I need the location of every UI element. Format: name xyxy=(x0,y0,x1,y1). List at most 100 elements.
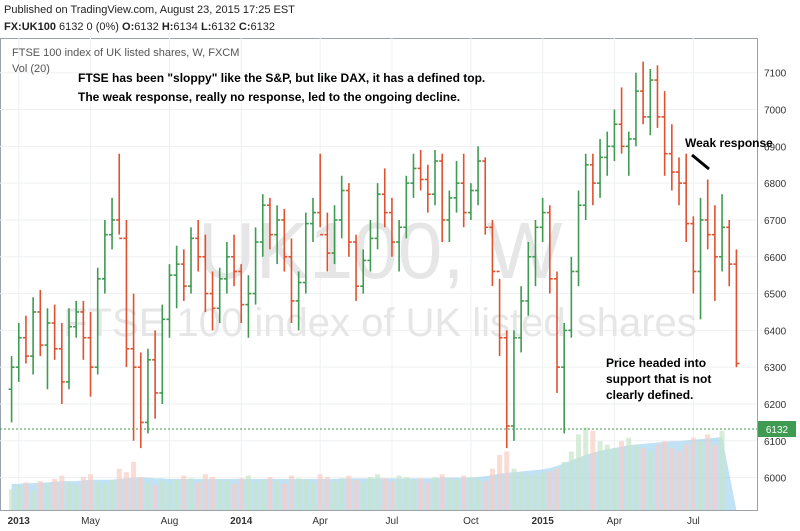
volume-bar xyxy=(461,475,467,510)
ohlc-bars xyxy=(8,61,740,449)
ohlc-bar xyxy=(525,242,532,316)
volume-bar xyxy=(324,476,330,510)
price-tick-label: 7100 xyxy=(764,69,787,80)
ohlc-bar xyxy=(733,249,740,368)
volume-bar xyxy=(719,430,725,510)
ohlc-bar xyxy=(539,197,546,243)
volume-bar xyxy=(504,451,510,510)
ohlc-bar xyxy=(711,205,718,301)
ohlc-bar xyxy=(51,304,58,360)
ohlc-bar xyxy=(302,212,309,294)
volume-bar xyxy=(547,471,553,510)
ohlc-bar xyxy=(597,138,604,198)
price-tick-label: 6500 xyxy=(764,290,787,301)
time-tick-label: Jul xyxy=(687,516,700,527)
ohlc-bar xyxy=(281,208,288,272)
price-tick-label: 7000 xyxy=(764,106,787,117)
ohlc-bar xyxy=(317,153,324,236)
main-annotation: FTSE has been "sloppy" like the S&P, but… xyxy=(78,71,485,104)
volume-bar xyxy=(188,478,194,510)
volume-bar xyxy=(540,472,546,510)
legend-vol: Vol (20) xyxy=(12,63,50,75)
ohlc-bar xyxy=(475,146,482,206)
volume-bar xyxy=(88,474,94,510)
ohlc-readout: FX:UK100 6132 0 (0%) O:6132 H:6134 L:613… xyxy=(4,21,275,33)
ohlc-bar xyxy=(432,150,438,206)
price-annotation-line-3: clearly defined. xyxy=(606,388,693,402)
volume-bar xyxy=(389,481,395,510)
watermark-name: FTSE 100 index of UK listed shares xyxy=(63,301,697,345)
ohlc-bar xyxy=(589,153,596,206)
volume-bar xyxy=(231,483,237,510)
volume-bar xyxy=(288,475,294,510)
ohlc-bar xyxy=(360,249,367,294)
ohlc-bar xyxy=(546,205,553,294)
volume-bar xyxy=(590,430,596,510)
price-tick-label: 6800 xyxy=(764,179,787,190)
high-label: H: xyxy=(161,21,174,33)
ohlc-bar xyxy=(618,87,625,154)
volume-bar xyxy=(525,475,531,510)
ohlc-bar xyxy=(726,219,733,287)
ohlc-bar xyxy=(467,183,474,220)
volume-bar xyxy=(705,434,711,510)
ohlc-bar xyxy=(238,264,245,324)
ohlc-bar xyxy=(453,161,460,213)
ohlc-bar xyxy=(274,205,281,265)
volume-bar xyxy=(418,478,424,510)
ohlc-bar xyxy=(202,234,209,312)
weak-response-label: Weak response xyxy=(685,136,773,150)
volume-bar xyxy=(482,481,488,510)
volume-bar xyxy=(30,490,36,510)
publish-info: Published on TradingView.com, August 23,… xyxy=(4,4,295,16)
volume-bar xyxy=(9,489,15,510)
ohlc-bar xyxy=(116,153,123,240)
ohlc-bar xyxy=(266,197,273,250)
ohlc-bar xyxy=(22,315,29,364)
ohlc-bar xyxy=(80,300,87,360)
volume-bar xyxy=(102,483,108,510)
volume-bar xyxy=(604,444,610,510)
price-tick-label: 6600 xyxy=(764,253,787,264)
ohlc-bar xyxy=(223,242,230,294)
ohlc-bar xyxy=(209,271,216,331)
price-chart[interactable]: UK100, W FTSE 100 index of UK listed sha… xyxy=(0,38,800,531)
ohlc-bar xyxy=(381,168,388,228)
ohlc-bar xyxy=(554,271,560,393)
volume-bar xyxy=(303,479,309,510)
ohlc-bar xyxy=(582,153,589,220)
ohlc-bar xyxy=(489,219,496,287)
ohlc-bar xyxy=(109,197,116,250)
last-price-label: 6132 xyxy=(758,421,796,438)
time-tick-label: Aug xyxy=(161,516,179,527)
volume-bar xyxy=(410,479,416,510)
volume-bar xyxy=(109,479,115,510)
volume-bar xyxy=(52,479,58,510)
volume-bar xyxy=(583,427,589,510)
volume-bar xyxy=(95,482,101,510)
ohlc-bar xyxy=(15,323,22,382)
ohlc-bar xyxy=(704,179,711,250)
ohlc-bar xyxy=(331,205,338,265)
ohlc-bar xyxy=(647,69,654,136)
ohlc-bar xyxy=(259,194,266,257)
volume-bar xyxy=(439,474,445,510)
volume-bar xyxy=(73,485,79,510)
price-axis[interactable]: 6000 6100 6200 6300 6400 6500 6600 6700 6800 6900… xyxy=(764,69,787,485)
ohlc-bar xyxy=(130,293,137,441)
volume-bar xyxy=(676,451,682,510)
watermark-symbol: UK100, W xyxy=(198,206,563,295)
volume-bar xyxy=(281,483,287,510)
price-tick-label: 6400 xyxy=(764,326,787,337)
volume-bar xyxy=(698,441,704,510)
ohlc-bar xyxy=(424,164,431,213)
volume-bar xyxy=(367,476,373,510)
symbol-label: FX:UK100 xyxy=(4,21,56,33)
time-axis[interactable]: 2013 May Aug 2014 Apr Jul Oct 2015 Apr Jul xyxy=(8,516,700,527)
volume-bar xyxy=(181,475,187,510)
volume-layer xyxy=(9,427,737,510)
ohlc-bar xyxy=(625,131,632,176)
volume-bar xyxy=(253,482,259,510)
volume-bar xyxy=(382,478,388,510)
ohlc-bar xyxy=(396,219,403,272)
